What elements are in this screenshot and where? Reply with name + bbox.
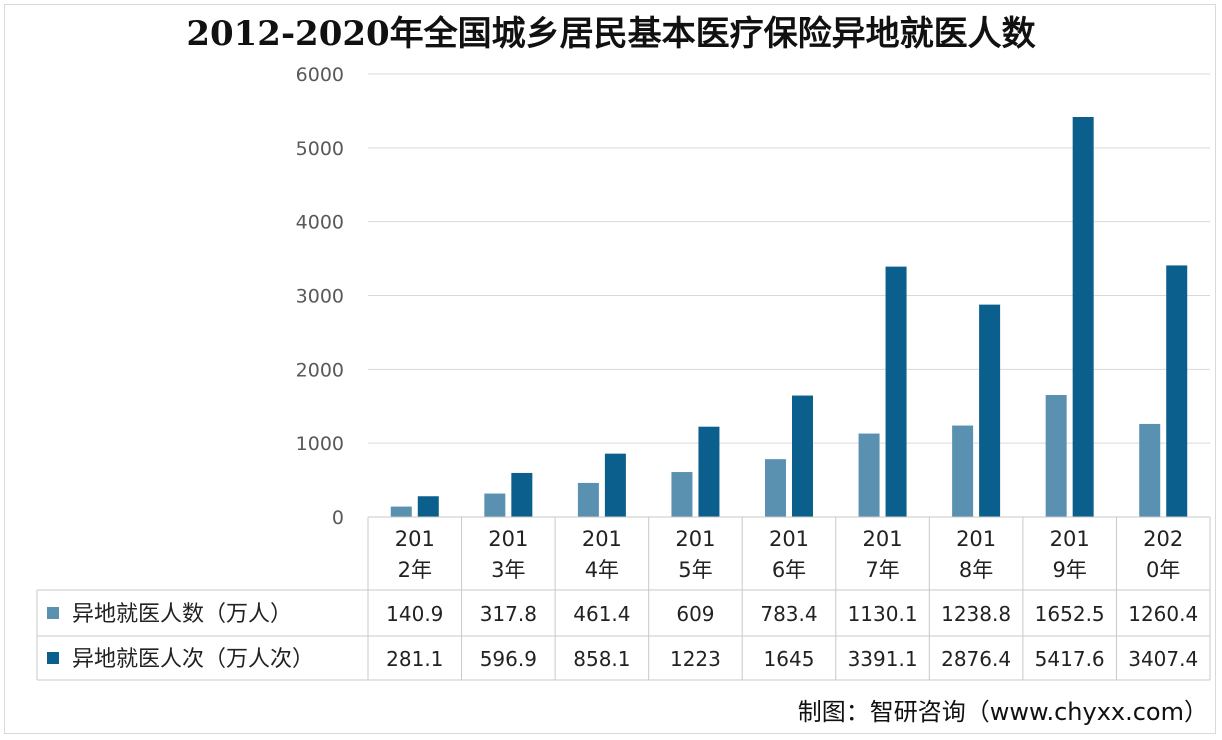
category-label: 201 — [488, 527, 528, 551]
y-tick-label: 0 — [332, 507, 344, 529]
category-label: 8年 — [959, 558, 993, 582]
y-tick-label: 3000 — [296, 286, 344, 308]
data-label: 317.8 — [480, 602, 537, 626]
bar-visits — [1166, 265, 1188, 517]
bar-visits — [698, 426, 720, 517]
category-label: 201 — [395, 527, 435, 551]
category-label: 201 — [1050, 527, 1090, 551]
bar-persons — [671, 472, 693, 517]
chart-frame — [4, 4, 1216, 734]
data-label: 1260.4 — [1128, 602, 1198, 626]
legend-swatch — [47, 652, 59, 664]
data-label: 1238.8 — [941, 602, 1011, 626]
data-label: 461.4 — [573, 602, 630, 626]
bar-persons — [484, 493, 506, 517]
bar-visits — [511, 472, 533, 517]
category-label: 3年 — [491, 558, 525, 582]
y-tick-label: 1000 — [296, 433, 344, 455]
bar-persons — [390, 506, 412, 517]
source-note: 制图：智研咨询（www.chyxx.com） — [797, 698, 1208, 726]
data-label: 1652.5 — [1035, 602, 1105, 626]
data-label: 3407.4 — [1128, 647, 1198, 671]
bar-persons — [1045, 394, 1067, 517]
bar-visits — [417, 496, 439, 517]
bar-visits — [604, 453, 626, 517]
legend-label: 异地就医人次（万人次） — [72, 647, 314, 672]
legend-swatch — [47, 607, 59, 619]
category-label: 201 — [675, 527, 715, 551]
category-label: 9年 — [1052, 558, 1086, 582]
bar-persons — [1139, 423, 1161, 517]
category-label: 201 — [956, 527, 996, 551]
category-label: 202 — [1143, 527, 1183, 551]
data-label: 1645 — [764, 647, 815, 671]
bar-visits — [885, 266, 907, 517]
data-label: 3391.1 — [848, 647, 918, 671]
bar-visits — [792, 395, 813, 517]
category-label: 0年 — [1146, 558, 1180, 582]
data-label: 5417.6 — [1035, 647, 1105, 671]
category-label: 6年 — [772, 558, 806, 582]
data-label: 596.9 — [480, 647, 537, 671]
data-label: 858.1 — [573, 647, 630, 671]
y-tick-label: 2000 — [296, 359, 344, 381]
bar-visits — [979, 304, 1001, 517]
bar-persons — [577, 482, 599, 517]
data-label: 609 — [676, 602, 714, 626]
data-label: 140.9 — [386, 602, 443, 626]
bar-visits — [1072, 117, 1094, 517]
chart-title: 2012-2020年全国城乡居民基本医疗保险异地就医人数 — [186, 14, 1036, 54]
data-label: 1223 — [670, 647, 721, 671]
category-label: 201 — [863, 527, 903, 551]
bar-persons — [765, 459, 786, 517]
data-label: 783.4 — [760, 602, 817, 626]
category-label: 7年 — [865, 558, 899, 582]
data-label: 1130.1 — [848, 602, 918, 626]
category-label: 201 — [769, 527, 809, 551]
y-tick-label: 4000 — [296, 212, 344, 234]
data-label: 2876.4 — [941, 647, 1011, 671]
bar-persons — [952, 425, 974, 517]
category-label: 2年 — [398, 558, 432, 582]
data-label: 281.1 — [386, 647, 443, 671]
y-tick-label: 6000 — [296, 64, 344, 86]
category-label: 5年 — [678, 558, 712, 582]
y-tick-label: 5000 — [296, 138, 344, 160]
legend-label: 异地就医人数（万人） — [72, 602, 292, 627]
category-label: 4年 — [585, 558, 619, 582]
bar-persons — [858, 433, 880, 517]
category-label: 201 — [582, 527, 622, 551]
